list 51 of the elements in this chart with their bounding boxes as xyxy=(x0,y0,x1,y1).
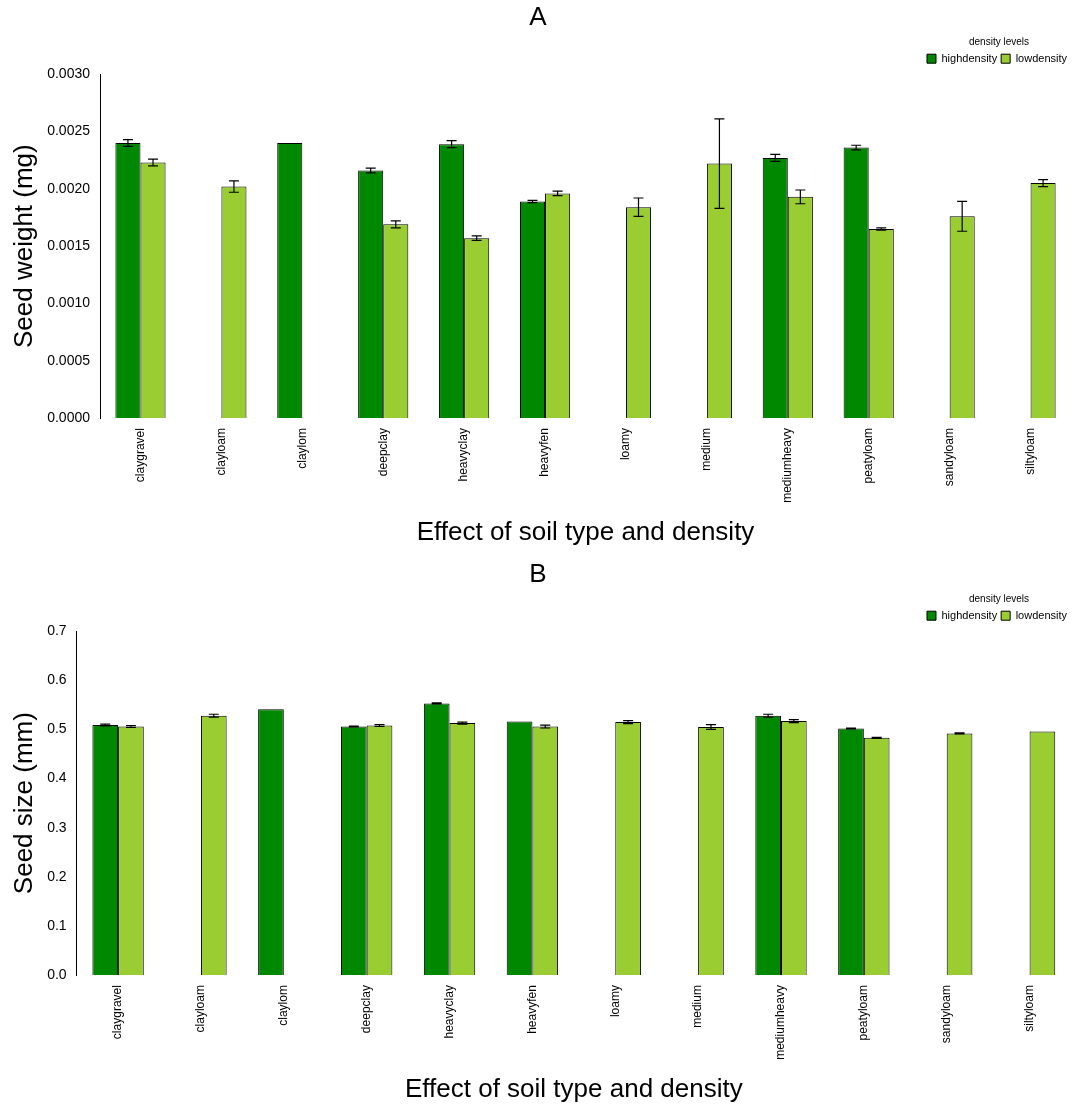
y-tick-label: 0.6 xyxy=(47,671,67,688)
x-tick-label: medium xyxy=(690,985,705,1028)
x-tick-label: clayloam xyxy=(213,428,228,476)
legend-title: density levels xyxy=(968,592,1030,604)
y-tick-label: 0.0005 xyxy=(47,351,91,368)
y-tick-label: 0.0030 xyxy=(47,65,91,82)
x-tick-label: deepclay xyxy=(375,428,390,477)
legend-label: lowdensity xyxy=(1015,51,1068,64)
y-tick-label: 0.0020 xyxy=(47,179,91,196)
y-tick-label: 0.0015 xyxy=(47,237,91,254)
y-tick-label: 0.2 xyxy=(47,867,67,884)
y-tick-label: 0.3 xyxy=(47,818,67,835)
x-tick-label: claylom xyxy=(294,428,309,469)
x-tick-label: heavyfen xyxy=(537,428,552,477)
x-tick-label: sandyloam xyxy=(941,428,956,487)
chart-title: B xyxy=(529,557,547,588)
legend-label: highdensity xyxy=(941,51,998,64)
x-tick-label: siltyloam xyxy=(1022,428,1037,475)
x-tick-label: loamy xyxy=(607,985,622,1018)
legend-title: density levels xyxy=(968,35,1030,47)
x-tick-label: peatyloam xyxy=(861,428,876,484)
x-tick-label: heavyclay xyxy=(441,985,456,1039)
legend-label: lowdensity xyxy=(1015,608,1068,621)
y-tick-label: 0.0025 xyxy=(47,122,91,139)
y-tick-label: 0.0 xyxy=(47,965,67,982)
x-tick-label: sandyloam xyxy=(939,985,954,1044)
x-axis-title: Effect of soil type and density xyxy=(416,515,755,546)
y-axis-title: Seed weight (mg) xyxy=(7,144,38,349)
y-tick-label: 0.0000 xyxy=(47,408,91,425)
x-tick-label: claygravel xyxy=(132,428,147,483)
x-tick-label: peatyloam xyxy=(856,985,871,1041)
y-axis-title: Seed size (mm) xyxy=(7,712,38,895)
y-tick-label: 0.7 xyxy=(47,622,67,639)
x-tick-label: heavyclay xyxy=(456,428,471,482)
x-tick-label: mediumheavy xyxy=(773,985,788,1060)
x-tick-label: claygravel xyxy=(110,985,125,1040)
x-tick-label: mediumheavy xyxy=(780,428,795,503)
x-tick-label: claylom xyxy=(276,985,291,1026)
x-tick-label: siltyloam xyxy=(1021,985,1036,1032)
y-tick-label: 0.0010 xyxy=(47,294,91,311)
y-tick-label: 0.4 xyxy=(47,769,67,786)
chart-title: A xyxy=(529,0,548,31)
y-tick-label: 0.1 xyxy=(47,916,67,933)
x-tick-label: deepclay xyxy=(358,985,373,1034)
legend-label: highdensity xyxy=(941,608,998,621)
y-tick-label: 0.5 xyxy=(47,720,67,737)
x-axis-title: Effect of soil type and density xyxy=(404,1072,743,1103)
x-tick-label: heavyfen xyxy=(524,985,539,1034)
x-tick-label: clayloam xyxy=(193,985,208,1033)
x-tick-label: medium xyxy=(699,428,714,471)
x-tick-label: loamy xyxy=(618,428,633,461)
